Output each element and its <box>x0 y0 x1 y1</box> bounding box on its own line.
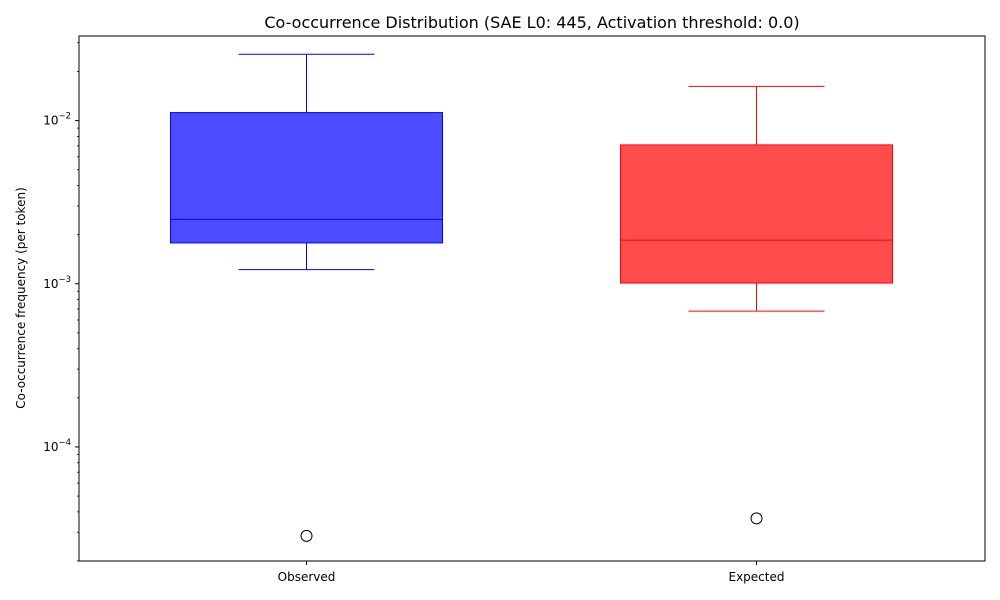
y-tick-label: 10−4 <box>43 438 71 454</box>
box-group-expected <box>620 85 893 525</box>
box-expected <box>620 144 893 284</box>
boxes-layer <box>170 53 893 542</box>
x-tick-label-expected: Expected <box>729 570 785 584</box>
y-tick-label: 10−2 <box>43 112 71 128</box>
plot-frame <box>78 35 986 562</box>
y-axis-label: Co-occurrence frequency (per token) <box>14 187 28 408</box>
box-observed <box>170 112 443 244</box>
outlier-point-expected <box>750 512 763 525</box>
outlier-point-observed <box>300 529 313 542</box>
x-tick-label-observed: Observed <box>278 570 336 584</box>
y-tick-label: 10−3 <box>43 275 71 291</box>
x-axis-ticks: Observed Expected <box>278 561 785 584</box>
chart-title: Co-occurrence Distribution (SAE L0: 445,… <box>264 13 799 32</box>
box-group-observed <box>170 53 443 542</box>
y-axis-ticks: 10−4 10−3 10−2 <box>43 42 79 562</box>
